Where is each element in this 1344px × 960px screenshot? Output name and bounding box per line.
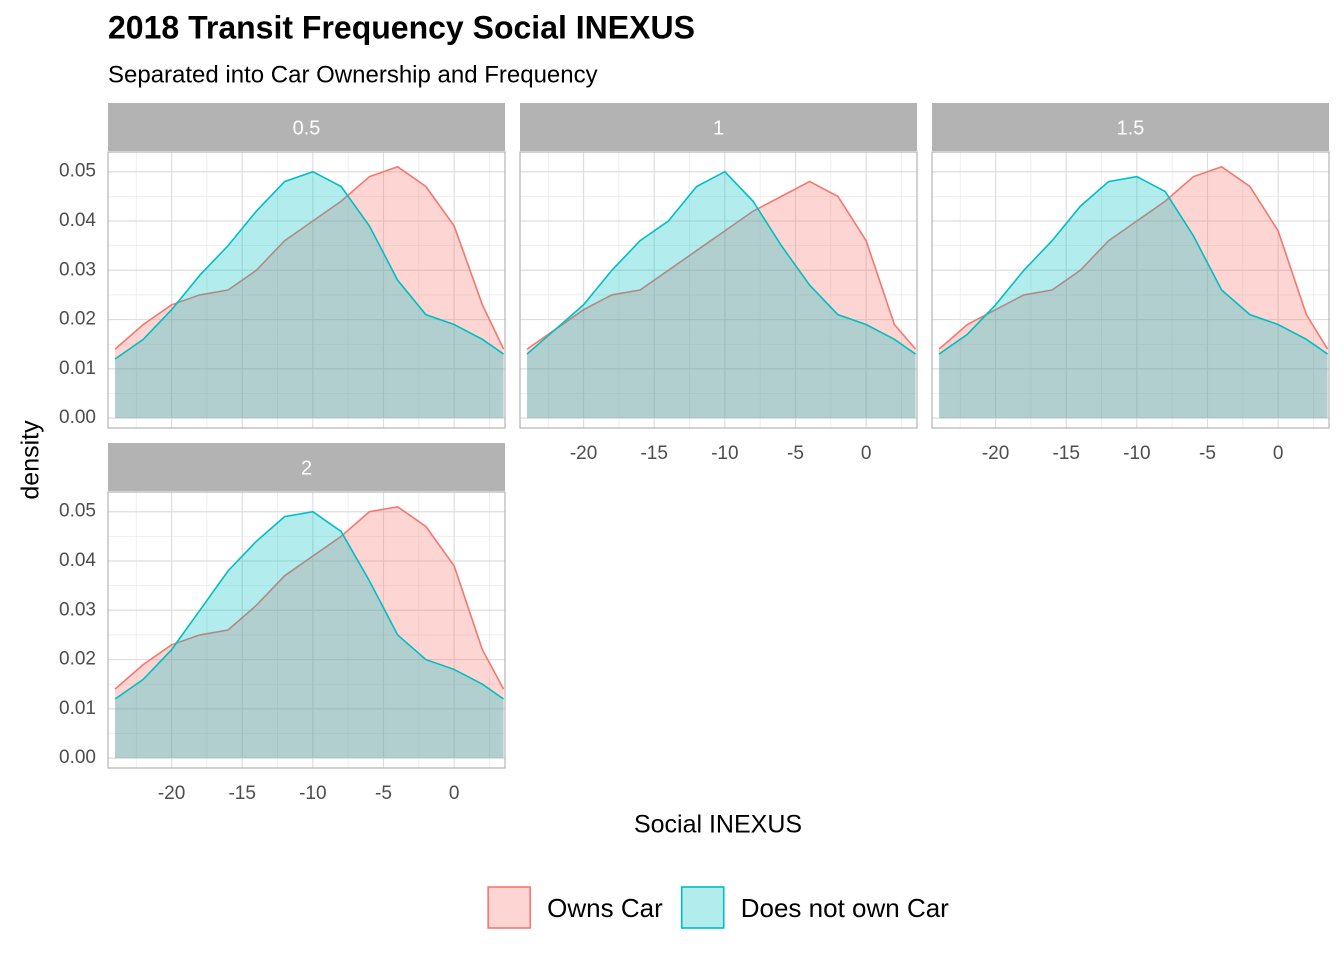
x-tick-label: -5: [375, 783, 392, 804]
y-axis-title: density: [17, 420, 45, 500]
y-tick-label: 0.04: [59, 210, 96, 231]
panel-border: [519, 151, 918, 429]
y-tick-label: 0.04: [59, 550, 96, 571]
facet-strip: [108, 443, 505, 491]
density-fill: [115, 171, 504, 419]
y-tick-label: 0.05: [59, 161, 96, 182]
facet-label: 1: [713, 117, 724, 139]
density-fill: [115, 506, 504, 759]
y-tick-label: 0.00: [59, 407, 96, 428]
density-line: [114, 510, 505, 700]
y-tick-label: 0.01: [59, 698, 96, 719]
x-tick-label: -20: [158, 783, 185, 804]
density-line: [114, 165, 505, 350]
y-tick-label: 0.00: [59, 747, 96, 768]
x-tick-label: -5: [787, 443, 804, 464]
x-tick-label: -15: [1052, 443, 1079, 464]
x-tick-label: -15: [640, 443, 667, 464]
panel-border: [931, 151, 1330, 429]
y-tick-label: 0.01: [59, 358, 96, 379]
x-tick-label: -10: [299, 783, 326, 804]
facet-label: 2: [301, 457, 312, 479]
x-tick-label: 0: [1273, 443, 1284, 464]
x-tick-label: -20: [570, 443, 597, 464]
x-tick-label: -10: [711, 443, 738, 464]
x-axis-title: Social INEXUS: [634, 811, 802, 839]
facet-strip: [108, 103, 505, 151]
facet-label: 1.5: [1117, 117, 1145, 139]
y-tick-label: 0.05: [59, 501, 96, 522]
x-tick-label: -20: [982, 443, 1009, 464]
panel-border: [107, 151, 506, 429]
density-line: [938, 165, 1329, 350]
density-fill: [939, 166, 1328, 419]
x-tick-label: -10: [1123, 443, 1150, 464]
chart-subtitle: Separated into Car Ownership and Frequen…: [108, 61, 598, 88]
y-tick-label: 0.03: [59, 599, 96, 620]
x-tick-label: 0: [861, 443, 872, 464]
density-line: [526, 170, 917, 355]
density-fill: [115, 166, 504, 419]
y-tick-label: 0.03: [59, 259, 96, 280]
legend-label: Owns Car: [547, 893, 663, 923]
chart-title: 2018 Transit Frequency Social INEXUS: [108, 9, 695, 45]
legend-key: [487, 886, 531, 929]
legend: Owns Car Does not own Car: [487, 886, 949, 929]
density-fill: [527, 181, 916, 419]
facet-label: 0.5: [293, 117, 321, 139]
x-tick-label: -15: [228, 783, 255, 804]
facet-strip: [932, 103, 1329, 151]
density-line: [526, 180, 917, 350]
density-fill: [939, 176, 1328, 419]
panel-border: [107, 491, 506, 769]
density-line: [114, 505, 505, 690]
legend-label: Does not own Car: [741, 893, 949, 923]
x-tick-label: 0: [449, 783, 460, 804]
facet-strip: [520, 103, 917, 151]
density-fill: [527, 171, 916, 419]
density-line: [114, 170, 505, 360]
density-line: [938, 175, 1329, 355]
y-tick-label: 0.02: [59, 309, 96, 330]
legend-key: [680, 886, 725, 929]
density-fill: [115, 511, 504, 759]
y-tick-label: 0.02: [59, 649, 96, 670]
x-tick-label: -5: [1199, 443, 1216, 464]
